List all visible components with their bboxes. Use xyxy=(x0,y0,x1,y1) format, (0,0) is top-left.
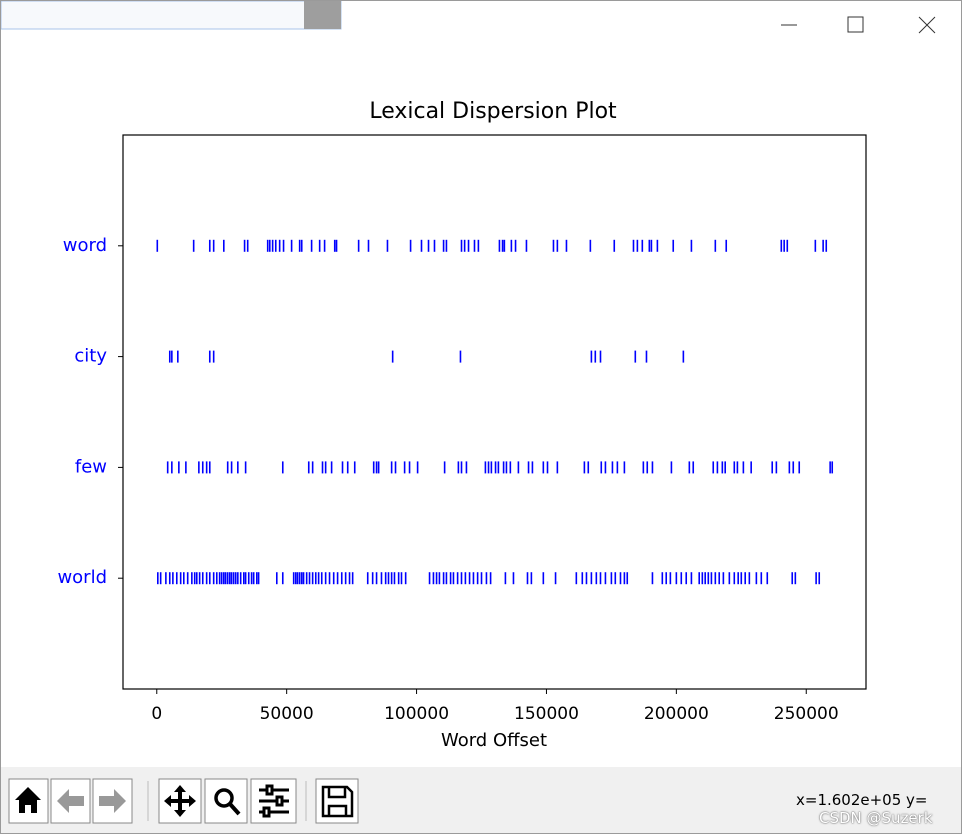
y-tick-label: word xyxy=(63,235,107,256)
x-tick-label: 200000 xyxy=(644,704,709,724)
back-icon xyxy=(57,789,84,813)
zoom-button[interactable] xyxy=(204,778,248,824)
x-axis-label: Word Offset xyxy=(441,730,547,751)
pan-icon xyxy=(164,785,196,817)
x-tick-label: 250000 xyxy=(774,704,839,724)
status-text: x=1.602e+05 y= xyxy=(796,791,928,809)
axes-frame xyxy=(122,134,867,690)
chart-title: Lexical Dispersion Plot xyxy=(369,99,617,124)
y-tick-label: world xyxy=(57,567,107,588)
x-tick-label: 150000 xyxy=(514,704,579,724)
maximize-button[interactable] xyxy=(847,16,864,33)
forward-icon xyxy=(99,789,126,813)
x-tick-label: 100000 xyxy=(384,704,449,724)
close-button[interactable] xyxy=(918,16,936,34)
x-tick-label: 0 xyxy=(151,704,162,724)
x-tick-label: 50000 xyxy=(260,704,314,724)
y-tick-label: few xyxy=(75,456,107,477)
save-icon xyxy=(321,785,354,818)
zoom-icon xyxy=(214,788,234,808)
home-icon xyxy=(15,787,41,813)
overlay xyxy=(1,1,342,30)
overlay-block xyxy=(304,1,341,29)
y-tick-label: city xyxy=(74,346,107,367)
zoom-icon xyxy=(228,802,241,816)
watermark: CSDN @Suzerk xyxy=(819,809,933,827)
configure-icon xyxy=(259,784,289,818)
